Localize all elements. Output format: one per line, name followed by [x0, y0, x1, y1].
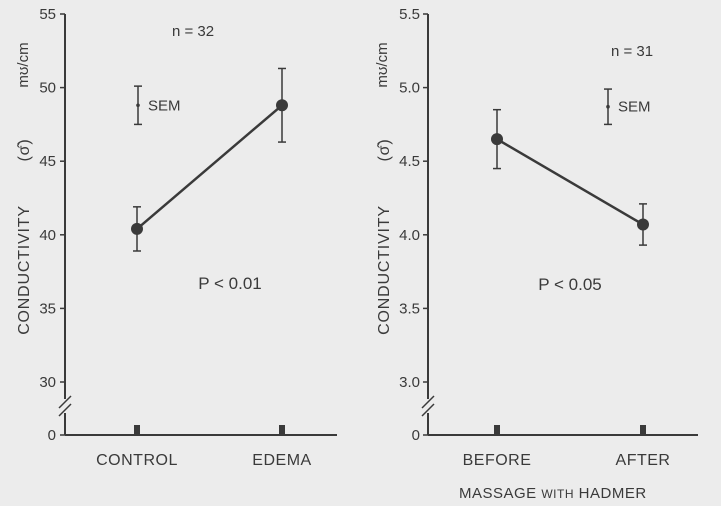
series-line [136, 104, 283, 230]
axis-break-mark [421, 403, 435, 417]
y-tick-label: 30 [39, 374, 56, 391]
axis-break-mark [421, 395, 435, 409]
chart-panel-control-edema: 0 30 35 40 45 50 55 CONTROL EDEMA CONDUCTIVITY (σ̂… [15, 6, 337, 469]
x-tick-label-before: BEFORE [463, 452, 532, 469]
y-tick-label: 35 [39, 300, 56, 317]
y-axis-label: CONDUCTIVITY [376, 205, 393, 335]
x-tick-label-edema: EDEMA [252, 452, 311, 469]
y-axis-unit: mʊ/cm [15, 42, 32, 87]
x-axis-caption: MASSAGE WITH HADMER [459, 485, 647, 502]
axis-break-mark [58, 403, 72, 417]
sample-size-label: n = 31 [611, 43, 653, 60]
sem-legend-label: SEM [148, 97, 181, 114]
sample-size-label: n = 32 [172, 23, 214, 40]
y-tick-label: 55 [39, 6, 56, 23]
axis-break-mark [58, 395, 72, 409]
y-tick-label: 50 [39, 80, 56, 97]
y-axis-label: CONDUCTIVITY [16, 205, 33, 335]
x-tick [494, 425, 500, 435]
y-tick-label: 0 [412, 427, 420, 444]
chart-panel-before-after-massage: 0 3.0 3.5 4.0 4.5 5.0 5.5 BEFORE AFTER CONDUCTIVI… [374, 6, 698, 469]
sem-legend-label: SEM [618, 99, 651, 116]
y-tick-label: 45 [39, 153, 56, 170]
p-value-label: P < 0.05 [538, 275, 602, 294]
y-tick-label: 4.0 [399, 227, 420, 244]
series-line [496, 138, 644, 226]
y-tick-label: 5.5 [399, 6, 420, 23]
y-tick-label: 5.0 [399, 80, 420, 97]
y-tick-label: 0 [48, 427, 56, 444]
y-tick-label: 3.0 [399, 374, 420, 391]
x-tick [640, 425, 646, 435]
x-tick [279, 425, 285, 435]
y-axis-unit: mʊ/cm [374, 42, 391, 87]
y-axis-symbol: (σ̂) [376, 139, 393, 162]
sem-legend-dot [136, 103, 140, 108]
sem-legend-dot [606, 104, 610, 109]
y-tick-label: 4.5 [399, 153, 420, 170]
data-point-before [491, 133, 503, 146]
y-axis-symbol: (σ̂) [16, 139, 33, 162]
y-tick-label: 40 [39, 227, 56, 244]
x-tick [134, 425, 140, 435]
y-tick-label: 3.5 [399, 300, 420, 317]
x-tick-label-control: CONTROL [96, 452, 178, 469]
data-point-after [637, 218, 649, 231]
data-point-edema [276, 99, 288, 112]
x-tick-label-after: AFTER [616, 452, 671, 469]
p-value-label: P < 0.01 [198, 274, 262, 293]
data-point-control [131, 222, 143, 235]
